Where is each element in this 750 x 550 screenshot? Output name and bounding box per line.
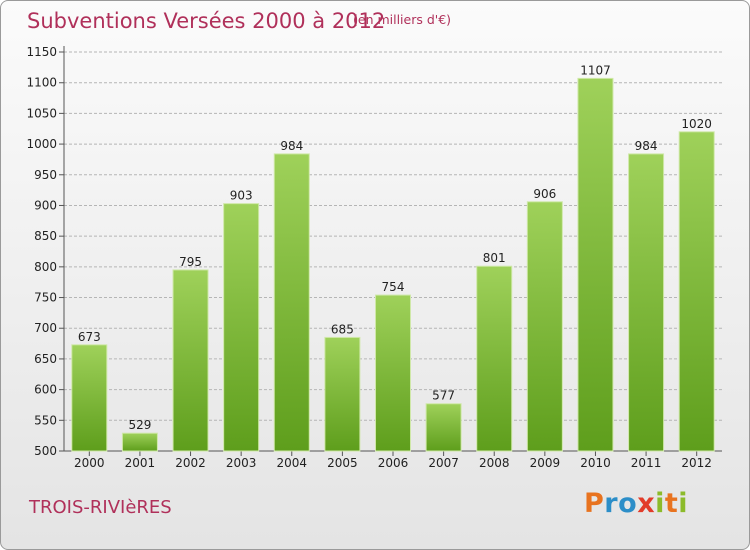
bar-2002	[172, 269, 209, 452]
y-tick-label: 850	[34, 229, 57, 243]
x-tick-label: 2010	[580, 456, 611, 470]
x-tick-label: 2004	[276, 456, 307, 470]
value-label-2008: 801	[483, 251, 506, 265]
y-tick-label: 500	[34, 444, 57, 458]
bar-2009	[526, 201, 563, 452]
x-tick-label: 2007	[428, 456, 459, 470]
bar-2010	[577, 77, 614, 452]
chart-title: Subventions Versées 2000 à 2012	[27, 9, 386, 33]
unit-note: (en milliers d'€)	[353, 12, 452, 27]
x-tick-label: 2006	[378, 456, 409, 470]
value-label-2007: 577	[432, 389, 455, 403]
x-tick-label: 2008	[479, 456, 510, 470]
bar-2004	[273, 153, 310, 452]
x-tick-label: 2011	[631, 456, 662, 470]
value-label-2006: 754	[382, 280, 405, 294]
bar-2000	[71, 344, 108, 452]
bar-2007	[425, 403, 462, 452]
y-tick-label: 950	[34, 168, 57, 182]
x-tick-label: 2001	[125, 456, 156, 470]
y-tick-label: 900	[34, 198, 57, 212]
value-label-2012: 1020	[681, 117, 712, 131]
value-label-2011: 984	[635, 139, 658, 153]
value-label-2004: 984	[280, 139, 303, 153]
bar-2011	[628, 153, 665, 452]
x-tick-label: 2002	[175, 456, 206, 470]
y-tick-label: 1150	[26, 45, 57, 59]
bar-2006	[375, 294, 411, 452]
value-label-2002: 795	[179, 255, 202, 269]
y-tick-label: 650	[34, 352, 57, 366]
bar-2003	[223, 203, 260, 452]
y-tick-label: 750	[34, 291, 57, 305]
x-tick-label: 2003	[226, 456, 257, 470]
value-label-2010: 1107	[580, 63, 611, 77]
bar-2012	[678, 131, 715, 452]
y-tick-label: 1050	[26, 106, 57, 120]
value-label-2001: 529	[128, 418, 151, 432]
y-tick-label: 1100	[26, 76, 57, 90]
bar-2001	[121, 432, 158, 452]
y-tick-label: 1000	[26, 137, 57, 151]
axes: 500 550 600 650 700 750 800 850 900 950 1000 1050 11…	[26, 45, 722, 470]
y-tick-label: 550	[34, 413, 57, 427]
proxiti-logo[interactable]: Proxiti	[584, 488, 689, 519]
y-tick-label: 800	[34, 260, 57, 274]
data-labels: 673 529 795 903 984 685 754 577 801 906 1107 984 102…	[78, 63, 712, 432]
value-label-2009: 906	[533, 187, 556, 201]
x-tick-label: 2000	[74, 456, 105, 470]
bar-2005	[324, 336, 361, 452]
value-label-2000: 673	[78, 330, 101, 344]
y-tick-label: 700	[34, 321, 57, 335]
value-label-2003: 903	[230, 189, 253, 203]
y-tick-label: 600	[34, 383, 57, 397]
commune-name: TROIS-RIVIèRES	[29, 497, 172, 518]
bars	[71, 77, 715, 452]
bar-2008	[476, 265, 513, 452]
value-label-2005: 685	[331, 322, 354, 336]
x-tick-label: 2009	[530, 456, 561, 470]
x-tick-label: 2005	[327, 456, 358, 470]
x-tick-label: 2012	[681, 456, 712, 470]
